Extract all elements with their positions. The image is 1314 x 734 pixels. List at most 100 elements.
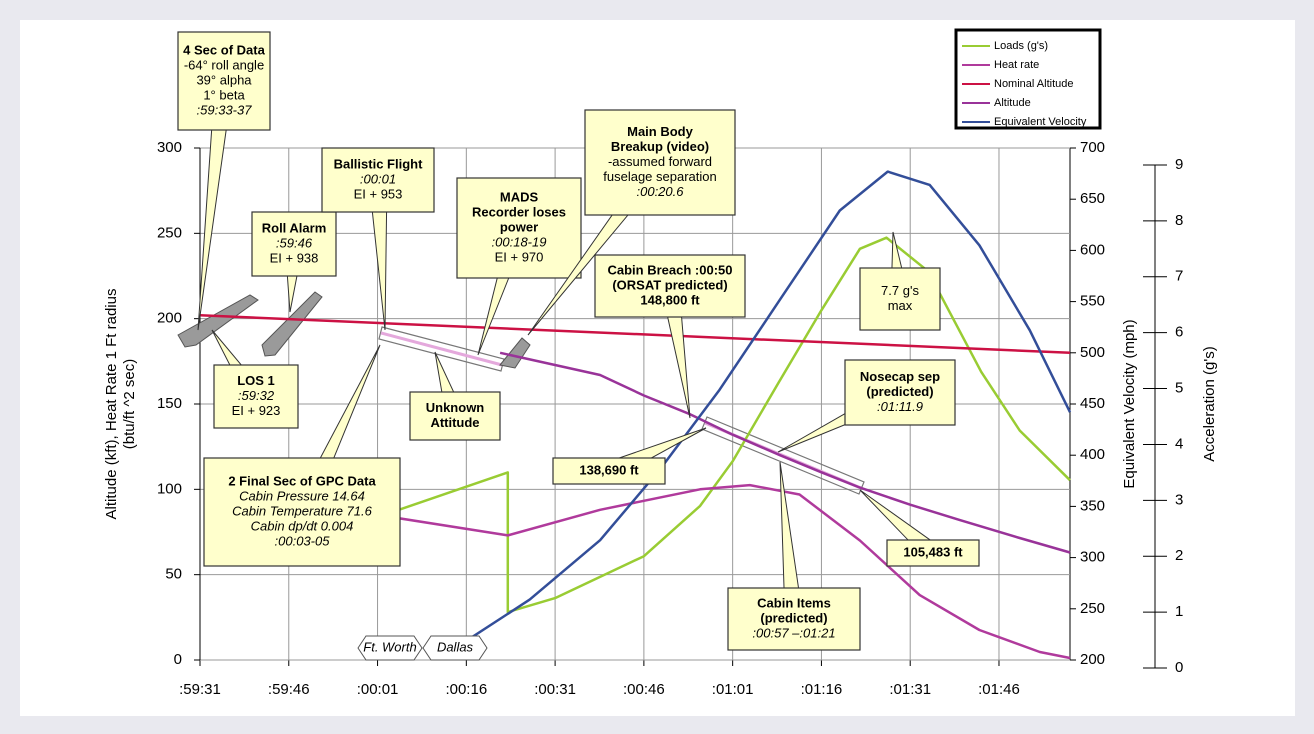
x-tick-label: :00:16 xyxy=(445,681,487,698)
shuttle-icon xyxy=(499,337,531,369)
x-tick-label: :01:16 xyxy=(801,681,843,698)
callout-box xyxy=(456,177,582,279)
y-tick-label: 0 xyxy=(174,651,182,668)
callout-box xyxy=(886,539,980,567)
annotation-text: Cabin dp/dt 0.004 xyxy=(251,518,354,533)
annotation-text: EI + 953 xyxy=(354,186,403,201)
y2-tick-label: 250 xyxy=(1080,600,1105,617)
x-tick-label: :00:01 xyxy=(357,681,399,698)
x-tick-label: :00:46 xyxy=(623,681,665,698)
y3-axis-title: Acceleration (g's) xyxy=(1201,346,1218,461)
y3-tick-label: 1 xyxy=(1175,603,1183,620)
callout-box xyxy=(203,457,401,567)
legend-label: Altitude xyxy=(994,97,1031,109)
annotation-text: EI + 923 xyxy=(232,403,281,418)
y-tick-label: 250 xyxy=(157,224,182,241)
callout-box xyxy=(213,364,299,429)
annotation-text: -assumed forward xyxy=(608,154,712,169)
y2-tick-label: 550 xyxy=(1080,293,1105,310)
y3-tick-label: 2 xyxy=(1175,547,1183,564)
legend-label: Equivalent Velocity xyxy=(994,116,1087,128)
callout-box xyxy=(251,211,337,277)
annotation-text: power xyxy=(500,219,538,234)
annotation-text: Roll Alarm xyxy=(262,220,327,235)
y2-tick-label: 600 xyxy=(1080,241,1105,258)
y3-tick-label: 5 xyxy=(1175,380,1183,397)
callout-box xyxy=(177,31,271,131)
debris-box xyxy=(701,416,865,495)
annotation-text: Attitude xyxy=(430,415,479,430)
annotation-text: Cabin Pressure 14.64 xyxy=(239,488,365,503)
y2-tick-label: 650 xyxy=(1080,190,1105,207)
series-line xyxy=(469,170,1072,640)
y2-tick-label: 500 xyxy=(1080,344,1105,361)
callout-box xyxy=(584,109,736,216)
x-tick-label: :00:31 xyxy=(534,681,576,698)
callout-box xyxy=(594,254,746,318)
y3-tick-label: 0 xyxy=(1175,659,1183,676)
x-tick-label: :59:46 xyxy=(268,681,310,698)
annotation-text: Ft. Worth xyxy=(363,639,416,654)
y2-tick-label: 300 xyxy=(1080,549,1105,566)
annotation-text: 4 Sec of Data xyxy=(183,42,265,57)
callout-box xyxy=(552,457,666,485)
annotation-text: (predicted) xyxy=(760,610,827,625)
annotation-text: 1° beta xyxy=(203,87,245,102)
annotation-text: 7.7 g's xyxy=(881,283,919,298)
annotation-text: Recorder loses xyxy=(472,204,566,219)
callout-box xyxy=(321,147,435,213)
annotation-text: Dallas xyxy=(437,639,474,654)
x-tick-label: :01:01 xyxy=(712,681,754,698)
annotation-text: Cabin Temperature 71.6 xyxy=(232,503,372,518)
annotation-text: (ORSAT predicted) xyxy=(612,277,727,292)
callout-box xyxy=(859,267,941,331)
annotation-text: 2 Final Sec of GPC Data xyxy=(228,473,376,488)
callout-box xyxy=(844,359,956,426)
y3-tick-label: 9 xyxy=(1175,156,1183,173)
y-tick-label: 100 xyxy=(157,480,182,497)
debris-line xyxy=(380,331,503,367)
annotation-text: 148,800 ft xyxy=(640,292,700,307)
annotation-text: :00:18-19 xyxy=(492,234,547,249)
annotation-text: :59:32 xyxy=(238,388,275,403)
y3-tick-label: 4 xyxy=(1175,435,1183,452)
shuttle-icon xyxy=(261,291,323,357)
annotation-text: :59:33-37 xyxy=(197,102,253,117)
y3-tick-label: 8 xyxy=(1175,212,1183,229)
y2-tick-label: 400 xyxy=(1080,446,1105,463)
y-tick-label: 150 xyxy=(157,395,182,412)
callout-box xyxy=(727,587,861,651)
annotation-text: :00:01 xyxy=(360,171,396,186)
annotation-text: MADS xyxy=(500,189,539,204)
series-line xyxy=(377,236,1071,614)
y-axis-title: (btu/ft ^2 sec) xyxy=(121,359,138,449)
annotation-text: Main Body xyxy=(627,124,693,139)
y-tick-label: 300 xyxy=(157,139,182,156)
series-line xyxy=(499,351,1071,554)
series-line xyxy=(199,314,1071,355)
callout-box xyxy=(409,391,501,441)
annotation-text: 39° alpha xyxy=(196,72,252,87)
shuttle-icon xyxy=(177,294,259,348)
city-marker xyxy=(357,635,423,661)
annotation-text: Cabin Items xyxy=(757,595,831,610)
legend-label: Heat rate xyxy=(994,59,1039,71)
x-tick-label: :01:31 xyxy=(889,681,931,698)
series-lines xyxy=(199,170,1072,660)
annotation-text: Nosecap sep xyxy=(860,369,940,384)
x-tick-label: :01:46 xyxy=(978,681,1020,698)
y-tick-label: 50 xyxy=(165,566,182,583)
debris-box xyxy=(378,326,505,372)
y3-tick-label: 6 xyxy=(1175,324,1183,341)
annotation-text: -64° roll angle xyxy=(184,57,264,72)
y-axis-title: Altitude (kft), Heat Rate 1 Ft radius xyxy=(103,289,120,520)
y2-tick-label: 350 xyxy=(1080,497,1105,514)
annotation-text: :00:03-05 xyxy=(275,533,331,548)
y2-tick-label: 200 xyxy=(1080,651,1105,668)
annotation-text: Ballistic Flight xyxy=(334,156,424,171)
x-tick-label: :59:31 xyxy=(179,681,221,698)
annotation-text: max xyxy=(888,298,913,313)
y2-axis-title: Equivalent Velocity (mph) xyxy=(1121,319,1138,488)
y-tick-label: 200 xyxy=(157,310,182,327)
